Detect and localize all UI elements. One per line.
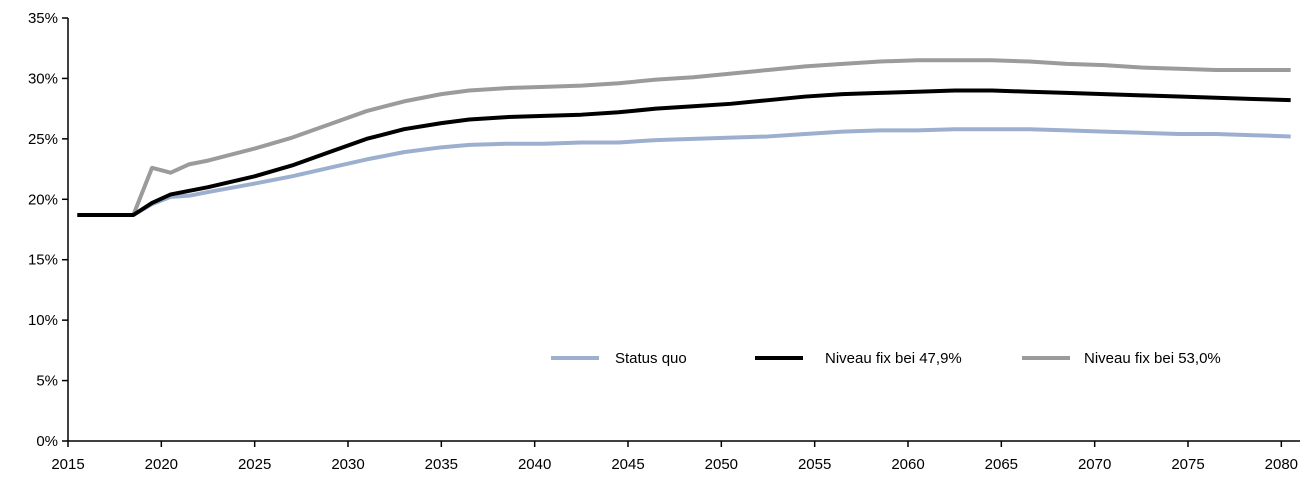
x-tick-label: 2015 [51, 456, 84, 473]
x-tick-label: 2035 [425, 456, 458, 473]
legend-label: Niveau fix bei 53,0% [1084, 350, 1221, 367]
y-tick-label: 30% [28, 70, 58, 87]
y-tick-label: 20% [28, 191, 58, 208]
series-layer [77, 60, 1290, 215]
x-tick-label: 2070 [1078, 456, 1111, 473]
y-tick-label: 5% [36, 373, 58, 390]
y-tick-label: 25% [28, 131, 58, 148]
legend: Status quo Niveau fix bei 47,9% Niveau fix… [551, 350, 1221, 367]
y-tick-label: 0% [36, 433, 58, 450]
x-tick-label: 2075 [1171, 456, 1204, 473]
legend-item: Niveau fix bei 53,0% [1022, 350, 1221, 367]
legend-label: Status quo [615, 350, 687, 367]
series-line-0 [77, 129, 1290, 215]
y-tick-label: 10% [28, 312, 58, 329]
series-line-1 [77, 91, 1290, 215]
x-tick-label: 2040 [518, 456, 551, 473]
x-tick-label: 2020 [145, 456, 178, 473]
x-tick-label: 2025 [238, 456, 271, 473]
x-tick-label: 2045 [611, 456, 644, 473]
x-tick-label: 2065 [985, 456, 1018, 473]
legend-item: Niveau fix bei 47,9% [755, 350, 962, 367]
legend-label: Niveau fix bei 47,9% [825, 350, 962, 367]
x-tick-label: 2060 [891, 456, 924, 473]
legend-item: Status quo [551, 350, 687, 367]
x-tick-label: 2080 [1265, 456, 1298, 473]
y-tick-label: 35% [28, 10, 58, 27]
x-tick-label: 2050 [705, 456, 738, 473]
x-tick-label: 2030 [331, 456, 364, 473]
x-tick-label: 2055 [798, 456, 831, 473]
y-tick-label: 15% [28, 252, 58, 269]
